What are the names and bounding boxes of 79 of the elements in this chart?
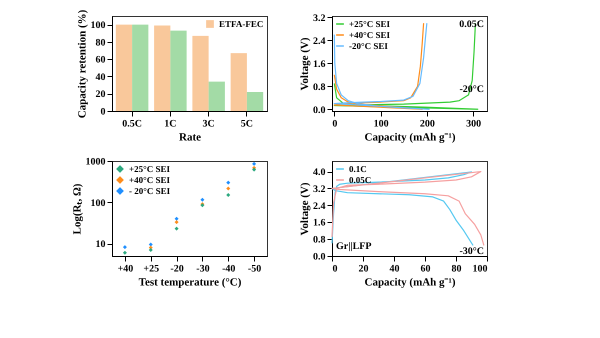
y-axis-title: Voltage (V): [299, 37, 311, 91]
x-tick-label: 0: [332, 118, 338, 130]
point: [148, 242, 153, 246]
y-tick-label: 3.2: [313, 184, 326, 195]
x-axis-title: Capacity (mAh g⁻¹): [364, 132, 456, 144]
y-tick-label: 0: [100, 106, 106, 118]
y-tick-label: 1.6: [313, 218, 326, 229]
legend-label: +25°C SEI: [129, 164, 170, 174]
point: [200, 198, 204, 202]
y-tick-label: 1.6: [313, 58, 326, 70]
legend-label: 0.05C: [349, 175, 372, 185]
point: [226, 180, 230, 185]
point: [174, 226, 179, 231]
x-tick-label: 60: [420, 264, 430, 274]
y-tick-label: 0.0: [313, 104, 326, 116]
x-tick-label: -20: [170, 264, 184, 274]
x-tick-label: -30: [196, 264, 210, 274]
bar: [246, 92, 264, 111]
x-tick-label: 1C: [164, 118, 176, 130]
x-tick-label: 300: [466, 118, 482, 130]
y-tick-label: 2.4: [313, 200, 326, 212]
annotation: 0.05C: [459, 19, 484, 30]
point: [174, 220, 179, 224]
legend-label: - 20°C SEI: [129, 186, 171, 196]
y-axis-title: Log(Rₜ, Ω): [72, 183, 84, 234]
y-tick-label: 100: [90, 198, 106, 209]
legend-label: +40°C SEI: [129, 175, 170, 185]
y-tick-label: 10: [96, 239, 106, 250]
x-tick-label: 3C: [202, 118, 215, 130]
y-tick-label: 40: [96, 72, 106, 83]
bar: [208, 82, 225, 111]
y-tick-label: 0.0: [313, 252, 326, 262]
x-tick-label: 100: [472, 264, 488, 274]
x-tick-label: 100: [374, 118, 389, 130]
x-tick-label: 200: [420, 118, 435, 130]
x-axis-title: Test temperature (°C): [138, 276, 242, 288]
y-tick-label: 100: [90, 20, 106, 32]
x-tick-label: +40: [118, 264, 134, 274]
y-tick-label: 2.4: [313, 36, 326, 47]
bar: [154, 26, 170, 111]
x-tick-label: 40: [390, 264, 400, 274]
y-tick-label: 3.2: [313, 12, 326, 24]
y-tick-label: 1000: [86, 156, 106, 168]
x-tick-label: 5C: [240, 118, 254, 130]
point: [226, 193, 230, 198]
y-tick-label: 60: [96, 54, 106, 66]
y-tick-label: 20: [96, 89, 106, 100]
x-tick-label: -50: [248, 264, 262, 274]
y-axis-title: Voltage (V): [299, 182, 311, 236]
y-tick-label: 4.0: [313, 167, 326, 178]
legend-label: -20°C SEI: [349, 41, 388, 51]
annotation: -30°C: [459, 246, 484, 257]
point: [174, 216, 179, 221]
bar: [116, 24, 132, 111]
annotation: Gr||LFP: [336, 241, 372, 252]
x-axis-title: Rate: [179, 132, 202, 144]
legend-label: +25°C SEI: [349, 19, 390, 29]
y-tick-label: 0.8: [313, 234, 326, 246]
point: [252, 162, 256, 166]
x-tick-label: 0.5C: [122, 118, 142, 130]
bar: [132, 24, 148, 111]
bar: [170, 30, 187, 111]
bar: [192, 36, 209, 111]
point: [226, 186, 230, 191]
x-tick-label: 0: [332, 264, 338, 274]
legend-label: ETFA-FEC: [219, 19, 264, 29]
x-tick-label: 20: [358, 264, 368, 274]
y-tick-label: 0.8: [313, 82, 326, 93]
x-tick-label: +25: [143, 264, 160, 274]
x-tick-label: 80: [452, 264, 462, 274]
y-tick-label: 80: [96, 37, 106, 48]
legend-label: +40°C SEI: [349, 30, 390, 40]
point: [122, 250, 127, 255]
point: [122, 245, 127, 250]
y-axis-title: Capacity retention (%): [76, 9, 88, 118]
legend-label: 0.1C: [349, 164, 367, 174]
x-tick-label: -40: [222, 264, 236, 274]
bar: [230, 53, 247, 111]
x-axis-title: Capacity (mAh g⁻¹): [364, 276, 456, 288]
